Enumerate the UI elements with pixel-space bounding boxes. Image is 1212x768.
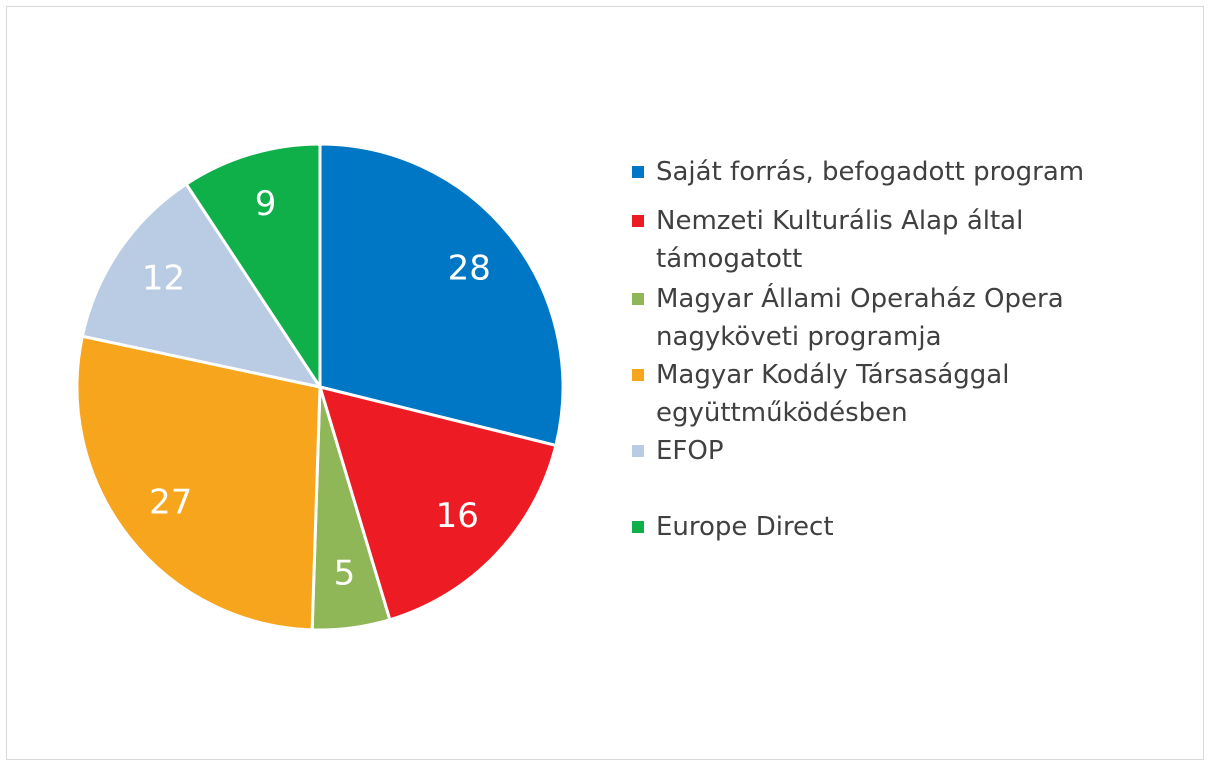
legend-swatch xyxy=(632,293,644,305)
legend-label: EFOP xyxy=(656,436,724,466)
slice-label: 9 xyxy=(255,184,277,224)
slice-label: 12 xyxy=(142,259,185,299)
legend-item: Magyar Állami Operaház Opera nagyköveti … xyxy=(632,280,1172,356)
pie-slice xyxy=(184,142,322,392)
legend-label: Europe Direct xyxy=(656,512,834,542)
legend-label: Saját forrás, befogadott program xyxy=(656,157,1085,187)
legend-swatch xyxy=(632,215,644,227)
legend-label: Magyar Kodály Társasággal együttműködésb… xyxy=(656,360,1010,428)
legend-item: EFOP xyxy=(632,432,1172,470)
legend-label: Nemzeti Kulturális Alap által támogatott xyxy=(656,206,1024,274)
slice-label: 16 xyxy=(436,496,479,536)
pie-slice xyxy=(317,384,558,622)
pie-slice xyxy=(318,142,565,448)
legend-label: Magyar Állami Operaház Opera nagyköveti … xyxy=(656,284,1064,352)
legend-item: Nemzeti Kulturális Alap által támogatott xyxy=(632,202,1172,278)
slice-label: 28 xyxy=(448,249,491,289)
legend-swatch xyxy=(632,166,644,178)
legend-swatch xyxy=(632,369,644,381)
pie-slice xyxy=(75,334,322,632)
pie-slice xyxy=(80,182,324,390)
slice-label: 27 xyxy=(149,482,192,522)
legend-item: Saját forrás, befogadott program xyxy=(632,153,1172,191)
legend-item: Magyar Kodály Társasággal együttműködésb… xyxy=(632,356,1172,432)
slice-label: 5 xyxy=(334,553,356,593)
legend-swatch xyxy=(632,445,644,457)
legend-item: Europe Direct xyxy=(632,508,1172,546)
chart-frame xyxy=(6,6,1204,760)
legend-swatch xyxy=(632,521,644,533)
